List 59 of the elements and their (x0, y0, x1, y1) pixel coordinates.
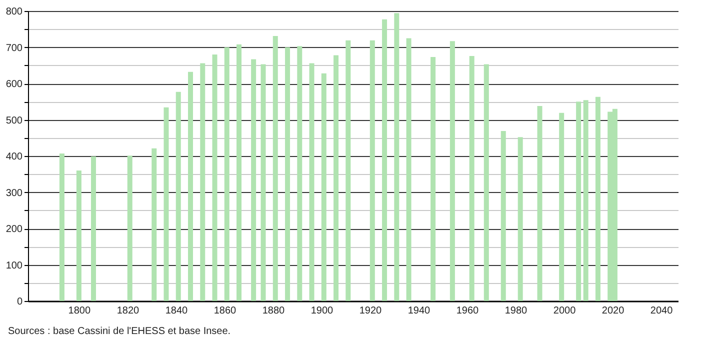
bar (382, 19, 388, 301)
bar (559, 112, 564, 301)
bar (200, 63, 206, 301)
bar (484, 64, 489, 301)
x-tick-label: 2040 (650, 306, 674, 316)
bar (406, 38, 412, 301)
bar (272, 36, 278, 301)
bar (537, 106, 542, 301)
y-tick-label: 300 (6, 188, 23, 199)
x-tick-label: 1880 (262, 306, 286, 316)
bar (450, 41, 455, 301)
x-tick-label: 1900 (310, 306, 334, 316)
bar (212, 54, 218, 301)
bar (576, 102, 582, 301)
bar (260, 64, 266, 301)
bar (469, 56, 474, 301)
bar (334, 55, 339, 301)
x-tick-label: 1820 (116, 306, 140, 316)
bar (152, 148, 157, 301)
x-tick-label: 2000 (553, 306, 576, 316)
bar (595, 96, 600, 301)
bar (236, 44, 242, 301)
bar (518, 137, 523, 301)
bar (370, 40, 375, 301)
y-tick-label: 600 (6, 79, 23, 90)
y-tick-label: 0 (16, 296, 23, 308)
bar (583, 100, 588, 301)
bar (188, 72, 193, 301)
bar (297, 46, 302, 301)
bar (285, 47, 290, 301)
bar (76, 170, 82, 301)
x-tick-label: 1920 (359, 306, 382, 316)
x-tick-label: 1960 (456, 306, 480, 316)
bar (321, 73, 326, 301)
bar (309, 63, 314, 301)
y-tick-label: 200 (6, 224, 23, 235)
x-tick-label: 1800 (68, 306, 91, 316)
bar (500, 130, 506, 301)
bar (430, 57, 436, 301)
x-tick-label: 2020 (602, 306, 625, 316)
bar (59, 153, 64, 301)
bar (176, 92, 181, 301)
x-tick-label: 1980 (504, 306, 528, 316)
y-tick-label: 400 (6, 152, 23, 162)
y-tick-label: 100 (6, 260, 23, 272)
bar (127, 156, 132, 301)
bar (394, 13, 400, 301)
bar (346, 40, 351, 301)
y-tick-label: 500 (6, 115, 23, 126)
y-tick-label: 700 (6, 42, 23, 54)
bar (251, 59, 256, 301)
bar (164, 107, 169, 301)
x-tick-label: 1940 (408, 306, 431, 316)
bar (90, 156, 96, 301)
source-note: Sources : base Cassini de l'EHESS et base Insee. (8, 326, 231, 337)
y-tick-label: 800 (6, 6, 23, 18)
x-tick-label: 1860 (214, 306, 237, 316)
bar (224, 47, 230, 301)
x-tick-label: 1840 (165, 306, 188, 316)
